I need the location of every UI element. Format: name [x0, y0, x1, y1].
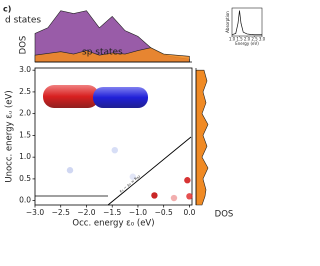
x-axis-label: DOS	[215, 210, 234, 220]
rod-blue	[93, 87, 148, 108]
inset-frame	[231, 7, 263, 37]
spot	[129, 173, 137, 180]
x-axis-label: Occ. energy ε₀ (eV)	[72, 219, 154, 229]
y-tick-label: 2.0	[19, 109, 31, 118]
series-label: sp states	[82, 48, 123, 58]
spot	[186, 193, 193, 200]
spot	[184, 177, 191, 184]
y-axis-label: DOS	[19, 36, 29, 55]
y-tick-label: 0.5	[19, 174, 31, 183]
y-tick-label: 3.0	[19, 65, 31, 74]
spot	[170, 194, 178, 202]
spot	[151, 192, 158, 199]
x-tick-label: −1.5	[103, 208, 121, 217]
panel-label: c)	[3, 5, 11, 14]
dos-area	[195, 69, 209, 206]
x-tick-label: −0.5	[155, 208, 173, 217]
x-tick-label: −3.0	[26, 208, 44, 217]
y-tick-label: 2.5	[19, 87, 31, 96]
x-tick-label: 2.5	[251, 37, 258, 42]
resonance-line	[107, 136, 192, 206]
y-tick-label: 1.5	[19, 130, 31, 139]
series-label: d states	[5, 16, 41, 26]
x-tick-label: −1.0	[129, 208, 147, 217]
y-tick-label: 0.0	[19, 196, 31, 205]
x-tick-label: 1.5	[236, 37, 243, 42]
figure: c) −3.0 −2.5 −2.0 −1.5 −1.0 −0.5 0.00.00.51.01…	[3, 5, 266, 229]
main-plot: −3.0 −2.5 −2.0 −1.5 −1.0 −0.5 0.0 0.0 0.5 1.0 1.5 2…	[5, 65, 196, 228]
x-axis-label: Energy (eV)	[235, 41, 259, 46]
spot	[66, 167, 74, 174]
y-axis-label: Absorption	[225, 11, 230, 33]
right-dos: DOS	[195, 68, 234, 220]
absorption-line	[231, 10, 262, 36]
spot	[111, 147, 118, 154]
top-dos: d states sp states DOS	[5, 10, 192, 63]
x-tick-label: −2.5	[52, 208, 70, 217]
dos-area	[34, 47, 190, 63]
x-tick-label: 0.0	[183, 208, 195, 217]
rod-red	[43, 85, 99, 108]
x-tick-label: 1.0	[229, 37, 236, 42]
x-tick-label: −2.0	[77, 208, 95, 217]
x-tick-label: 2.0	[244, 37, 251, 42]
x-tick-label: 3.0	[259, 37, 266, 42]
y-tick-label: 1.0	[19, 152, 31, 161]
y-axis-label: Unocc. energy εᵤ (eV)	[5, 90, 15, 182]
